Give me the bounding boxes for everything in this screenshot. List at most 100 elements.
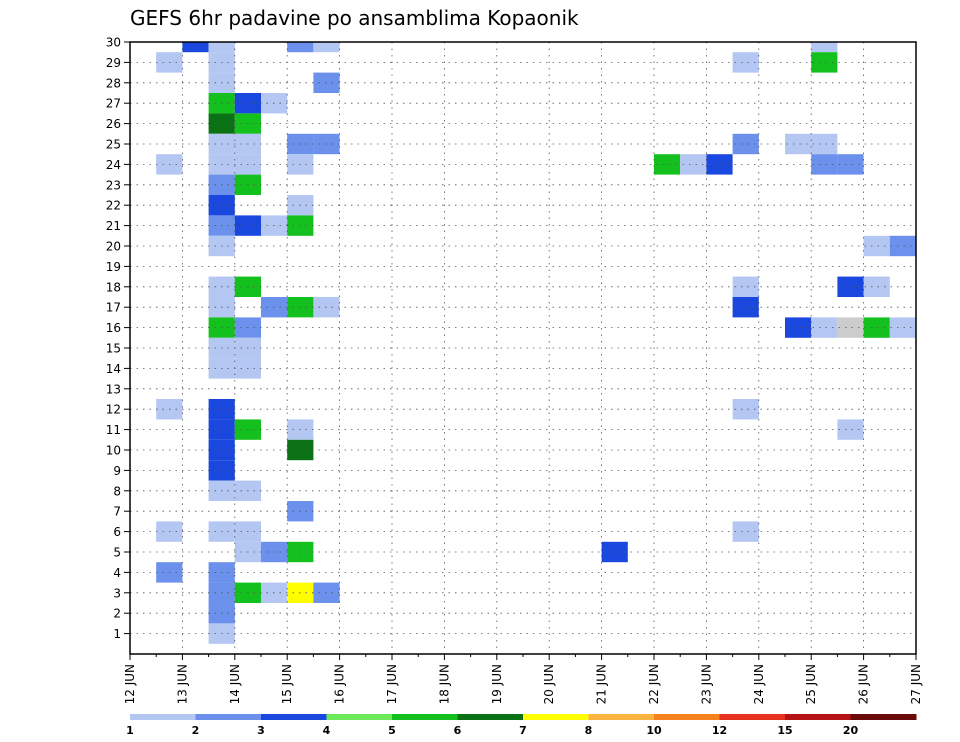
x-tick-label: 23 JUN [699,664,713,704]
heatmap-cell [811,133,838,155]
y-tick-label: 24 [106,158,121,172]
heatmap-cell [287,42,314,53]
y-tick-label: 21 [106,219,121,233]
heatmap-cell [208,42,235,53]
y-tick-label: 18 [106,280,121,294]
colorbar-label: 20 [843,724,859,737]
y-tick-label: 9 [113,464,121,478]
y-tick-label: 8 [113,484,121,498]
y-tick-label: 11 [106,423,121,437]
x-tick-label: 14 JUN [228,664,242,704]
y-tick-label: 19 [106,260,121,274]
colorbar-label: 8 [585,724,593,737]
colorbar-label: 7 [519,724,527,737]
y-tick-label: 7 [113,505,121,519]
heatmap-cell [732,297,759,318]
y-tick-label: 13 [106,382,121,396]
heatmap-cell [732,276,759,297]
heatmap-cell [601,541,628,563]
colorbar-swatch [719,714,786,720]
x-tick-label: 27 JUN [909,664,923,704]
heatmap-cells [156,42,916,644]
heatmap-cell [732,399,759,420]
heatmap-cell [732,521,759,542]
heatmap-cell [837,154,864,175]
heatmap-cell [811,154,838,175]
x-tick-label: 20 JUN [542,664,556,704]
y-tick-label: 29 [106,56,121,70]
heatmap-cell [732,133,759,155]
y-tick-label: 25 [106,138,121,152]
x-tick-label: 21 JUN [595,664,609,704]
y-tick-label: 23 [106,178,121,192]
colorbar-label: 4 [323,724,331,737]
x-tick-label: 18 JUN [437,664,451,704]
colorbar-swatch [261,714,327,720]
heatmap-cell [811,52,838,73]
heatmap-cell [863,317,890,338]
heatmap-cell [863,276,890,297]
y-tick-label: 26 [106,117,121,131]
colorbar-swatch [457,714,524,720]
y-tick-label: 27 [106,97,121,111]
y-axis: 1234567891011121314151617181920212223242… [106,36,130,641]
x-tick-label: 16 JUN [333,664,347,704]
colorbar-swatch [326,714,393,720]
colorbar-swatch [850,714,917,720]
y-tick-label: 22 [106,199,121,213]
colorbar-label: 1 [126,724,134,737]
y-tick-label: 10 [106,444,121,458]
colorbar-label: 12 [712,724,727,737]
y-tick-label: 6 [113,525,121,539]
y-tick-label: 17 [106,301,121,315]
colorbar-label: 10 [646,724,662,737]
x-tick-label: 13 JUN [175,664,189,704]
y-tick-label: 15 [106,342,121,356]
x-tick-label: 24 JUN [752,664,766,704]
y-tick-label: 4 [113,566,121,580]
colorbar-label: 2 [192,724,200,737]
colorbar-swatch [523,714,589,720]
colorbar-swatch [654,714,720,720]
y-tick-label: 1 [113,627,121,641]
y-tick-label: 3 [113,586,121,600]
colorbar-swatch [785,714,851,720]
colorbar: 1 2 3 4 5 6 7 8 10 12 15 20 [126,714,917,737]
colorbar-label: 3 [257,724,265,737]
heatmap-cell [182,42,209,53]
colorbar-label: 5 [388,724,396,737]
heatmap-cell [785,317,812,338]
colorbar-swatch [130,714,196,720]
heatmap-cell [706,154,733,175]
x-tick-label: 12 JUN [123,664,137,704]
y-tick-label: 2 [113,607,121,621]
colorbar-label: 6 [454,724,462,737]
x-axis: 12 JUN 13 JUN 14 JUN 15 JUN 16 JUN 17 JUN 18 J… [123,654,923,704]
x-tick-label: 22 JUN [647,664,661,704]
heatmap-cell [654,154,681,175]
heatmap-cell [837,419,864,440]
colorbar-swatch [588,714,655,720]
heatmap-cell [680,154,707,175]
y-tick-label: 16 [106,321,121,335]
heatmap-cell [811,317,838,338]
colorbar-swatch [392,714,458,720]
y-tick-label: 12 [106,403,121,417]
heatmap-cell [811,42,838,53]
y-tick-label: 14 [106,362,121,376]
chart-title: GEFS 6hr padavine po ansamblima Kopaonik [130,6,579,30]
heatmap-cell [313,42,340,53]
y-tick-label: 5 [113,546,121,560]
heatmap-cell [889,317,916,338]
y-tick-label: 20 [106,240,121,254]
colorbar-label: 15 [777,724,792,737]
x-tick-label: 15 JUN [280,664,294,704]
x-tick-label: 19 JUN [490,664,504,704]
heatmap-cell [785,133,812,155]
x-tick-label: 26 JUN [857,664,871,704]
heatmap-cell [837,276,864,297]
heatmap-cell [837,317,864,338]
y-tick-label: 28 [106,76,121,90]
heatmap-cell [863,235,890,257]
